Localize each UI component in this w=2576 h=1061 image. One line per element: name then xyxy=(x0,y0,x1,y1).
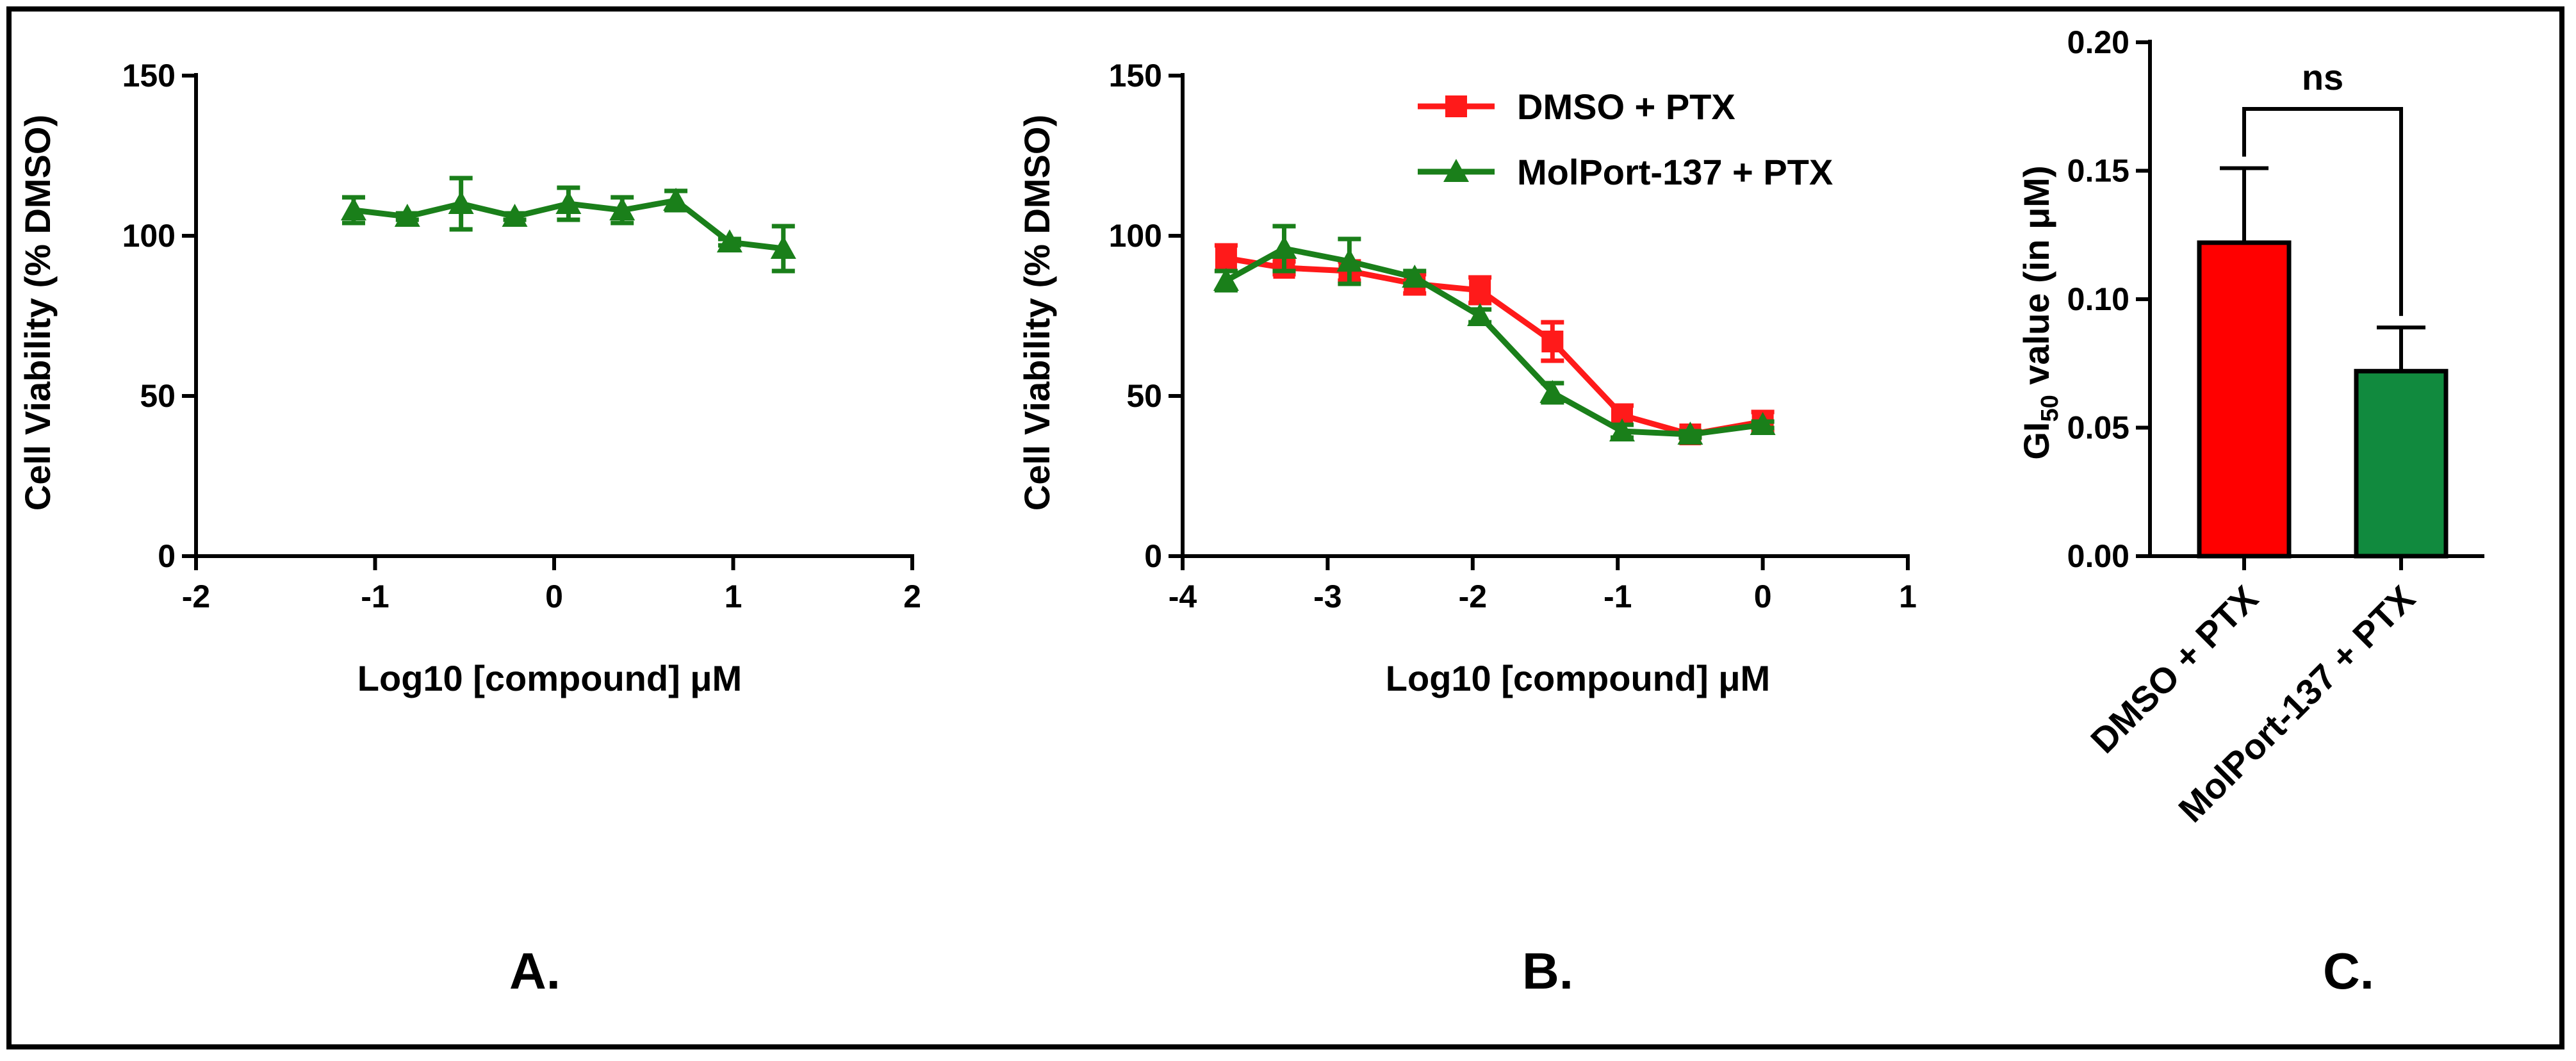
panel-b-y-tick-label: 150 xyxy=(1109,58,1162,94)
panel-b-x-tick-label: -3 xyxy=(1313,579,1341,614)
panel-b-y-tick-label: 50 xyxy=(1126,378,1162,414)
panel-b-data-point xyxy=(1213,268,1239,291)
panel-a-data-point xyxy=(448,191,474,214)
panel-b-x-tick-label: -4 xyxy=(1169,579,1197,614)
panel-a-data-point xyxy=(663,188,689,211)
panel-b-legend-label: MolPort-137 + PTX xyxy=(1517,152,1833,192)
panel-b-legend-marker xyxy=(1443,159,1469,182)
panel-b-data-point xyxy=(1467,303,1493,326)
panel-c-y-tick-label: 0.20 xyxy=(2067,24,2129,60)
panel-b-data-point xyxy=(1609,418,1635,441)
panel-b-data-point xyxy=(1541,331,1564,352)
panel-b-series-line xyxy=(1224,245,1764,438)
panel-b-data-point xyxy=(1539,380,1566,403)
panel-a-series-1 xyxy=(340,176,796,274)
panel-c-y-axis-label: GI50 value (in μM) xyxy=(2016,165,2063,459)
panel-b-y-tick-label: 0 xyxy=(1144,538,1162,574)
panel-c-label: C. xyxy=(2323,942,2374,999)
panel-a-x-tick-label: 0 xyxy=(545,579,563,614)
panel-a-y-tick-label: 50 xyxy=(140,378,176,414)
panel-c-significance-bracket xyxy=(2242,107,2403,317)
panel-a-x-tick-label: -1 xyxy=(361,579,389,614)
panel-b-data-point xyxy=(1677,422,1703,445)
panel-b-data-point xyxy=(1215,247,1237,269)
panel-a-data-point xyxy=(555,191,582,214)
panel-a-data-point xyxy=(340,197,366,220)
panel-c-y-label-rest: value (in μM) xyxy=(2016,165,2056,395)
figure-frame: Cell Viability (% DMSO) Log10 [compound]… xyxy=(6,6,2564,1049)
panel-a-y-tick-label: 100 xyxy=(122,218,176,254)
panel-c-y-label-sub: 50 xyxy=(2037,395,2063,422)
panel-a-data-point xyxy=(609,197,636,220)
panel-b-data-point xyxy=(1271,236,1297,259)
panel-b-chart: Cell Viability (% DMSO) Log10 [compound]… xyxy=(1017,58,1917,999)
panel-a-data-point xyxy=(770,236,796,259)
panel-a-label: A. xyxy=(509,942,561,999)
panel-a-x-tick-label: -2 xyxy=(182,579,210,614)
panel-c-y-tick-label: 0.05 xyxy=(2067,410,2129,446)
panel-a-chart: Cell Viability (% DMSO) Log10 [compound]… xyxy=(17,58,921,999)
panel-b-series-line xyxy=(1226,255,1764,438)
panel-c-y-tick-label: 0.10 xyxy=(2067,281,2129,317)
panel-a-data-point xyxy=(716,229,742,252)
panel-b-y-axis-label: Cell Viability (% DMSO) xyxy=(1017,115,1057,511)
panel-b-series-2 xyxy=(1213,224,1776,445)
panel-b-data-point xyxy=(1469,279,1491,301)
panel-a-data-point xyxy=(394,204,420,227)
panel-c-bar xyxy=(2197,240,2292,559)
panel-b-data-point xyxy=(1336,249,1363,272)
panel-c-chart: GI50 value (in μM) C. 0.00 0.05 0.10 0.15 0.… xyxy=(2016,24,2484,999)
figure-canvas: Cell Viability (% DMSO) Log10 [compound]… xyxy=(17,24,2484,999)
panel-b-legend-marker xyxy=(1445,95,1467,117)
panel-b-series-1 xyxy=(1214,243,1775,445)
panel-a-x-axis-label: Log10 [compound] μM xyxy=(357,658,742,698)
panel-a-data-point xyxy=(502,204,528,227)
panel-b-data-point xyxy=(1750,412,1776,435)
panel-b-label: B. xyxy=(1522,942,1573,999)
panel-a-y-tick-label: 0 xyxy=(158,538,176,574)
panel-a-x-tick-label: 1 xyxy=(725,579,742,614)
panel-a-y-axis-label: Cell Viability (% DMSO) xyxy=(17,115,58,511)
panel-a-x-tick-label: 2 xyxy=(903,579,921,614)
panel-a-y-tick-label: 150 xyxy=(122,58,176,94)
panel-c-significance-label: ns xyxy=(2302,57,2343,97)
panel-c-y-tick-label: 0.00 xyxy=(2067,538,2129,574)
panel-b-x-axis-label: Log10 [compound] μM xyxy=(1386,658,1770,698)
panel-c-bar xyxy=(2354,368,2449,559)
panel-b-data-point xyxy=(1402,265,1428,288)
panel-b-x-tick-label: -1 xyxy=(1604,579,1632,614)
panel-b-legend-label: DMSO + PTX xyxy=(1517,86,1735,127)
panel-b-x-tick-label: 0 xyxy=(1754,579,1772,614)
panel-c-y-tick-label: 0.15 xyxy=(2067,153,2129,189)
panel-b-y-tick-label: 100 xyxy=(1109,218,1162,254)
panel-b-x-tick-label: -2 xyxy=(1459,579,1487,614)
panel-c-y-label-main: GI xyxy=(2016,422,2056,460)
panel-b-x-tick-label: 1 xyxy=(1899,579,1917,614)
